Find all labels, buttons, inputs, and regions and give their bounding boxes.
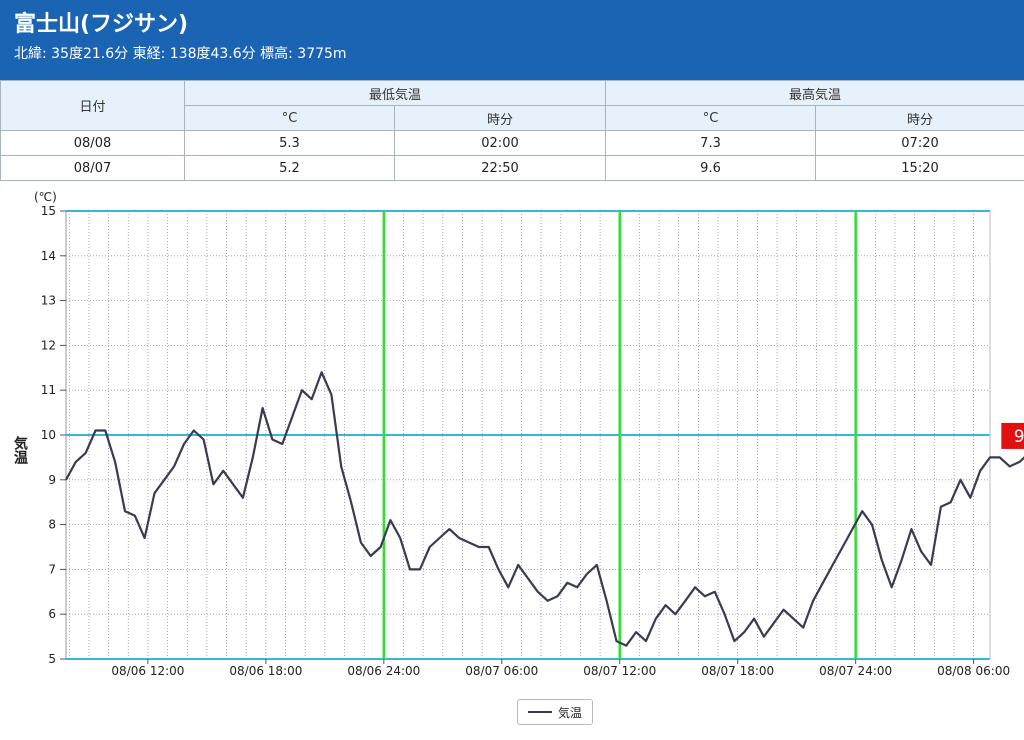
date-header: 日付 — [0, 80, 185, 131]
temperature-summary-table: 日付 最低気温 最高気温 °C 時分 °C 時分 08/08 5.3 02:00… — [0, 80, 1024, 181]
y-tick-label: 9 — [48, 473, 56, 487]
station-coordinates: 北緯: 35度21.6分 東経: 138度43.6分 標高: 3775m — [14, 46, 347, 62]
y-tick-label: 11 — [41, 383, 56, 397]
max-label-box — [1001, 422, 1024, 449]
legend-label: 気温 — [557, 705, 582, 720]
x-tick-label: 08/07 06:00 — [465, 664, 538, 678]
row-min-time: 02:00 — [393, 130, 607, 156]
y-tick-label: 6 — [48, 607, 56, 621]
y-tick-label: 12 — [41, 338, 56, 352]
x-tick-labels: 08/06 12:00 08/06 18:00 08/06 24:00 08/07 0… — [111, 659, 1010, 678]
day-dividers — [382, 211, 857, 659]
y-unit-label: (℃) — [34, 190, 57, 204]
y-tick-label: 15 — [41, 204, 56, 218]
row-max-time: 15:20 — [815, 155, 1024, 181]
min-temp-header: 最低気温 — [183, 80, 607, 106]
row-date: 08/08 — [0, 130, 185, 156]
station-title: 富士山(フジサン) — [14, 12, 189, 37]
series-lines — [65, 371, 1024, 647]
y-tick-label: 10 — [41, 428, 56, 442]
x-tick-label: 08/07 24:00 — [819, 664, 892, 678]
temperature-chart: (℃) 気温 5 6 7 8 9 10 11 12 13 14 15 08/06 12:00 08/0… — [0, 181, 1024, 737]
x-tick-label: 08/08 06:00 — [937, 664, 1010, 678]
y-tick-label: 8 — [48, 518, 56, 532]
max-unit-header: °C — [605, 105, 817, 131]
annotations: 9.65.2 — [1001, 422, 1024, 449]
max-time-header: 時分 — [815, 105, 1024, 131]
y-axis-label: 気温 — [12, 435, 28, 464]
row-date: 08/07 — [0, 155, 185, 181]
legend-swatch — [527, 711, 552, 713]
grid-lines — [65, 210, 991, 660]
max-label-text: 9.6 — [1014, 427, 1024, 447]
row-max-temp: 9.6 — [605, 155, 817, 181]
row-max-temp: 7.3 — [605, 130, 817, 156]
min-time-header: 時分 — [393, 105, 607, 131]
y-tick-labels: 5 6 7 8 9 10 11 12 13 14 15 — [41, 204, 66, 666]
y-tick-label: 5 — [48, 652, 56, 666]
table-row: 08/08 5.3 02:00 7.3 07:20 — [0, 130, 1024, 156]
x-tick-label: 08/07 18:00 — [701, 664, 774, 678]
min-unit-header: °C — [184, 105, 395, 131]
max-temp-header: 最高気温 — [605, 80, 1024, 106]
station-header: 富士山(フジサン) 北緯: 35度21.6分 東経: 138度43.6分 標高:… — [0, 0, 1024, 80]
x-tick-label: 08/06 12:00 — [111, 664, 184, 678]
row-max-time: 07:20 — [815, 130, 1024, 156]
series-line-temperature — [65, 371, 1024, 647]
y-tick-label: 7 — [48, 562, 56, 576]
row-min-temp: 5.3 — [184, 130, 395, 156]
y-tick-label: 13 — [41, 294, 56, 308]
x-tick-label: 08/06 24:00 — [347, 664, 420, 678]
table-row: 08/07 5.2 22:50 9.6 15:20 — [0, 155, 1024, 181]
row-min-temp: 5.2 — [184, 155, 395, 181]
x-tick-label: 08/06 18:00 — [229, 664, 302, 678]
y-tick-label: 14 — [41, 249, 56, 263]
x-tick-label: 08/07 12:00 — [583, 664, 656, 678]
row-min-time: 22:50 — [393, 155, 607, 181]
chart-legend[interactable]: 気温 — [517, 699, 593, 725]
